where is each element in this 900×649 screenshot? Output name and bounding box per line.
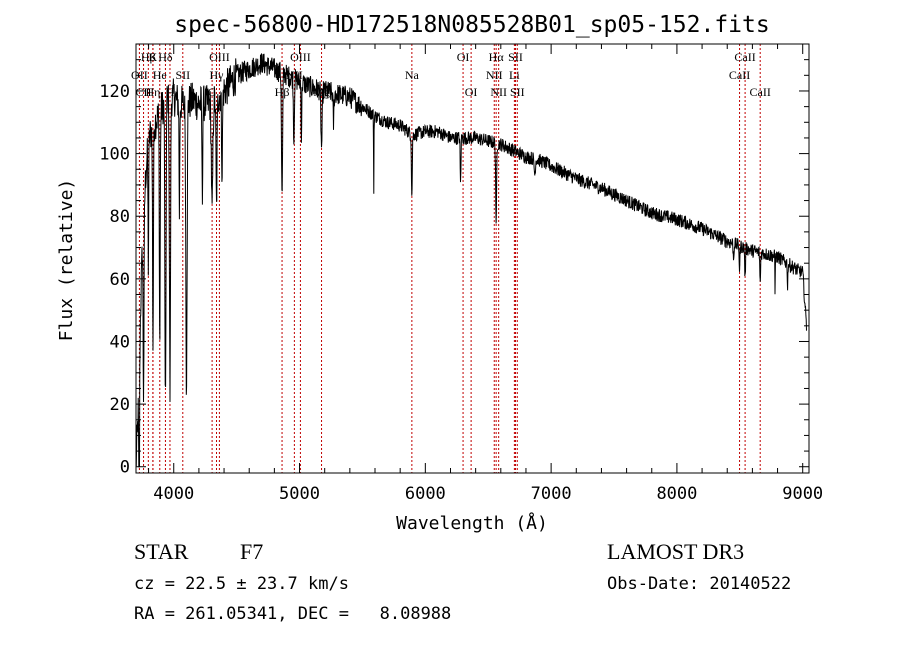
line-label: K — [149, 50, 158, 64]
line-label: CII — [136, 85, 152, 99]
line-label: Hη — [146, 85, 161, 99]
line-label: SII — [508, 50, 523, 64]
coordinates: RA = 261.05341, DEC = 8.08988 — [134, 604, 452, 624]
line-label: OIII — [209, 50, 230, 64]
x-tick-label: 6000 — [405, 484, 446, 504]
x-tick-label: 8000 — [656, 484, 697, 504]
y-tick-label: 80 — [110, 207, 130, 227]
x-tick-label: 7000 — [531, 484, 572, 504]
line-label: NII — [486, 68, 503, 82]
line-label: NII — [490, 85, 507, 99]
x-tick-label: 5000 — [279, 484, 320, 504]
y-tick-label: 100 — [99, 145, 130, 165]
line-label: Hδ — [158, 50, 173, 64]
object-class: STAR — [134, 539, 189, 564]
line-label: OI — [457, 50, 470, 64]
line-label: G — [208, 85, 217, 99]
line-label: Hα — [489, 50, 505, 64]
line-label: Hγ — [210, 68, 225, 82]
line-label: Hβ — [275, 85, 290, 99]
line-label: H — [166, 85, 175, 99]
x-axis-label: Wavelength (Å) — [396, 512, 548, 534]
subclass: F7 — [240, 539, 264, 564]
line-label: CaII — [734, 50, 755, 64]
y-tick-label: 120 — [99, 82, 130, 102]
chart-title: spec-56800-HD172518N085528B01_sp05-152.f… — [174, 12, 769, 38]
line-label: CaII — [729, 68, 750, 82]
redshift-text: cz = 22.5 ± 23.7 km/s — [134, 574, 349, 594]
y-axis-ticks: 0 20 40 60 80 100 120 — [99, 59, 809, 478]
line-label: CaII — [750, 85, 771, 99]
line-label: OI — [465, 85, 478, 99]
y-tick-label: 60 — [110, 270, 130, 290]
plot-frame — [135, 43, 810, 474]
line-label: Hβ — [141, 50, 156, 64]
survey-name: LAMOST DR3 — [607, 539, 745, 564]
y-tick-label: 20 — [110, 395, 130, 415]
line-markers — [138, 44, 761, 473]
line-label: SII — [175, 68, 190, 82]
y-axis-label: Flux (relative) — [56, 179, 77, 342]
line-label: Li — [509, 68, 520, 82]
x-axis-ticks: 4000 5000 6000 7000 8000 9000 — [148, 44, 823, 504]
line-label: OIII — [290, 50, 311, 64]
line-label: Na — [405, 68, 420, 82]
obs-date: Obs-Date: 20140522 — [607, 574, 792, 594]
line-label: He — [153, 68, 167, 82]
y-tick-label: 0 — [120, 458, 130, 478]
x-tick-label: 9000 — [782, 484, 823, 504]
spectrum-trace — [135, 53, 807, 468]
line-label: SII — [510, 85, 525, 99]
x-tick-label: 4000 — [153, 484, 194, 504]
y-tick-label: 40 — [110, 332, 130, 352]
